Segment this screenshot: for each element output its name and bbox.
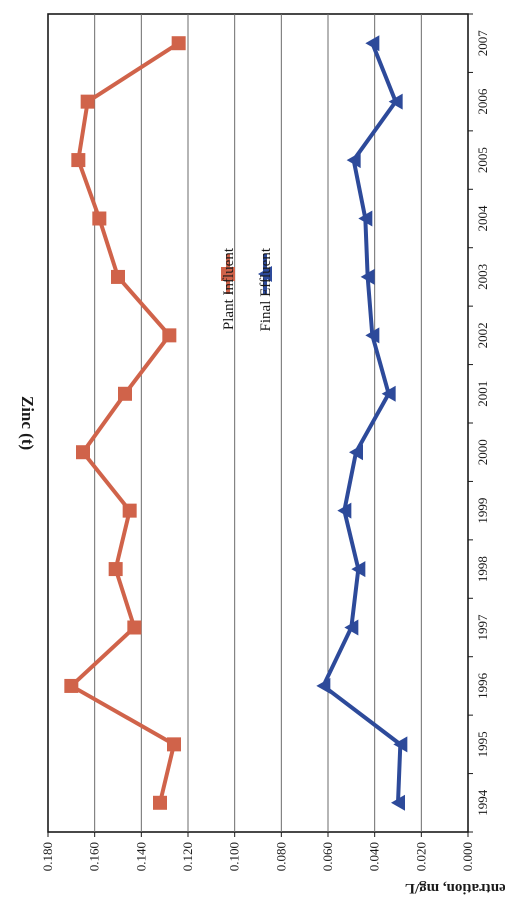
data-point bbox=[381, 385, 396, 402]
data-point bbox=[108, 562, 123, 577]
tick-labels: 0.000 0.020 0.040 0.060 0.080 0.100 0.120 0.140… bbox=[40, 30, 490, 872]
data-point bbox=[337, 502, 352, 519]
data-point bbox=[153, 795, 167, 810]
y-tick-label: 0.020 bbox=[413, 842, 428, 871]
legend-label: Final Effluent bbox=[258, 247, 274, 331]
data-point bbox=[393, 736, 408, 753]
plot-area bbox=[47, 13, 469, 833]
gridlines bbox=[94, 14, 422, 832]
legend-label: Plant Influent bbox=[221, 247, 237, 330]
series-line bbox=[321, 42, 403, 803]
x-tick-label: 2003 bbox=[475, 264, 490, 290]
y-tick-label: 0.160 bbox=[87, 842, 102, 871]
data-point bbox=[167, 737, 181, 752]
data-point bbox=[111, 269, 125, 284]
y-tick-label: 0.040 bbox=[367, 842, 382, 871]
data-point bbox=[316, 677, 331, 694]
chart-title: Zinc (t) bbox=[18, 396, 37, 450]
y-tick-label: 0.000 bbox=[460, 842, 475, 871]
data-point bbox=[80, 94, 95, 109]
data-point bbox=[349, 444, 363, 461]
x-tick-label: 1995 bbox=[475, 731, 490, 757]
x-tick-label: 1998 bbox=[475, 556, 490, 582]
x-tick-label: 1994 bbox=[475, 789, 490, 816]
x-tick-label: 1996 bbox=[475, 672, 490, 699]
data-point bbox=[64, 678, 79, 693]
y-tick-label: 0.120 bbox=[180, 842, 195, 871]
x-tick-label: 2006 bbox=[475, 88, 490, 115]
data-point bbox=[360, 268, 375, 285]
data-point bbox=[351, 561, 366, 578]
x-tick-label: 2002 bbox=[475, 322, 490, 348]
data-point bbox=[346, 152, 361, 169]
x-tick-label: 2004 bbox=[475, 205, 490, 232]
y-tick-label: 0.080 bbox=[273, 842, 288, 871]
data-point bbox=[365, 327, 380, 344]
data-point bbox=[344, 619, 359, 636]
data-point bbox=[118, 386, 132, 401]
y-tick-label: 0.180 bbox=[40, 842, 55, 871]
y-axis-title: Concentration, mg/L bbox=[405, 880, 505, 896]
data-point bbox=[258, 266, 272, 282]
data-point bbox=[391, 794, 405, 811]
x-tick-label: 2005 bbox=[475, 147, 490, 173]
x-tick-label: 1999 bbox=[475, 498, 490, 524]
x-tick-label: 2007 bbox=[475, 30, 490, 57]
data-point bbox=[358, 210, 373, 227]
data-point bbox=[221, 267, 235, 281]
legend: Plant Influent Final Effluent bbox=[221, 247, 274, 331]
data-point bbox=[122, 503, 137, 518]
series-line bbox=[69, 41, 180, 804]
data-point bbox=[162, 328, 177, 343]
x-tick-label: 2001 bbox=[475, 381, 490, 407]
y-tick-label: 0.060 bbox=[320, 842, 335, 871]
x-tick-label: 2000 bbox=[475, 439, 490, 465]
data-point bbox=[71, 153, 86, 168]
data-point bbox=[76, 445, 90, 460]
data-point bbox=[171, 36, 186, 51]
data-point bbox=[365, 35, 380, 52]
data-point bbox=[388, 93, 403, 110]
y-tick-label: 0.140 bbox=[133, 842, 148, 871]
data-point bbox=[92, 211, 107, 226]
y-tick-label: 0.100 bbox=[227, 842, 242, 871]
series-lines bbox=[64, 35, 408, 811]
data-point bbox=[127, 620, 142, 635]
x-tick-label: 1997 bbox=[475, 614, 490, 641]
tick-marks bbox=[47, 13, 473, 837]
